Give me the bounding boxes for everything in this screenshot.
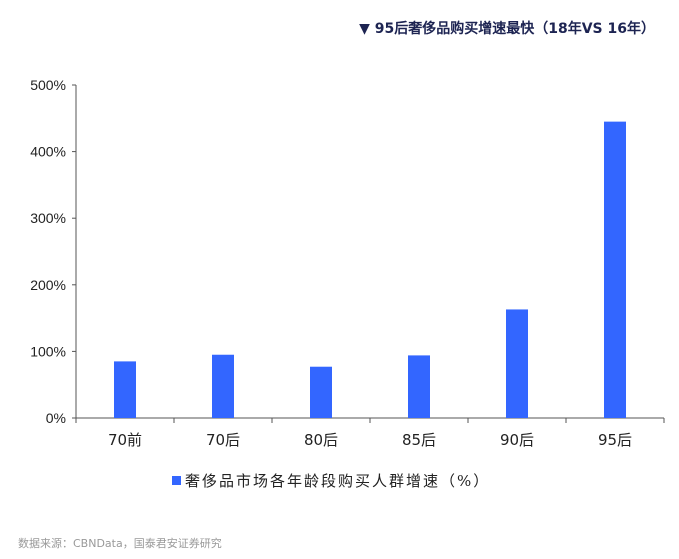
x-tick-label: 70前: [108, 431, 142, 449]
y-tick-label: 200%: [30, 277, 66, 293]
y-tick-label: 100%: [30, 343, 66, 359]
legend: 奢侈品市场各年龄段购买人群增速（%）: [172, 470, 490, 491]
legend-swatch: [172, 476, 181, 485]
x-tick-label: 95后: [598, 431, 632, 449]
bar-70后: [212, 354, 234, 418]
bar-70前: [114, 361, 136, 418]
legend-label: 奢侈品市场各年龄段购买人群增速（%）: [185, 472, 491, 490]
bar-85后: [408, 355, 430, 418]
x-tick-label: 70后: [206, 431, 240, 449]
bar-chart: 0% 100% 200% 300% 400% 500% 70前 70后 80后 85后 90后 95后: [30, 77, 665, 449]
bar-95后: [604, 121, 626, 418]
x-tick-label: 90后: [500, 431, 534, 449]
source-note: 数据来源：CBNData，国泰君安证券研究: [18, 537, 222, 550]
y-tick-label: 300%: [30, 210, 66, 226]
y-tick-label: 400%: [30, 144, 66, 160]
x-tick-label: 85后: [402, 431, 436, 449]
y-tick-label: 500%: [30, 77, 66, 93]
bar-80后: [310, 366, 332, 418]
x-tick-label: 80后: [304, 431, 338, 449]
y-tick-label: 0%: [46, 410, 66, 426]
bar-90后: [506, 309, 528, 418]
chart-title: ▼ 95后奢侈品购买增速最快（18年VS 16年）: [359, 21, 655, 37]
